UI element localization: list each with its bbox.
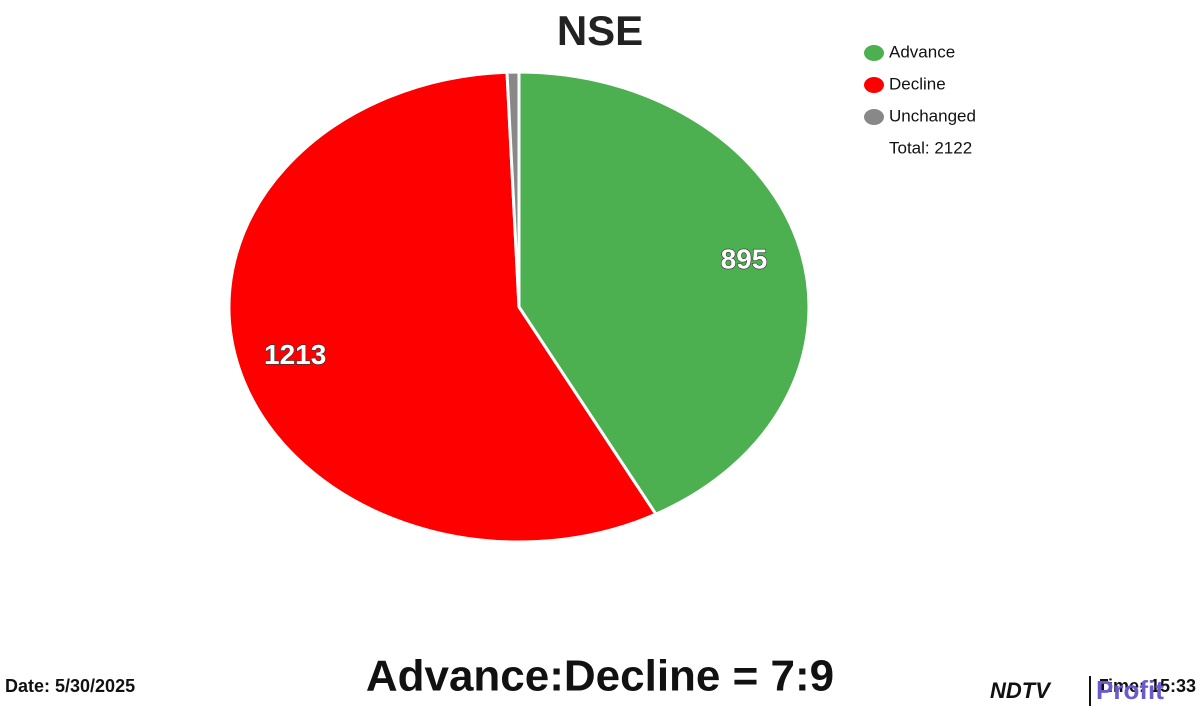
date-label: Date: 5/30/2025 bbox=[5, 676, 135, 696]
pie-slice bbox=[517, 70, 811, 517]
pie bbox=[227, 70, 811, 544]
legend-marker bbox=[864, 45, 884, 61]
ratio-label: Advance:Decline = 7:9 bbox=[366, 652, 834, 701]
pie-slice bbox=[505, 70, 521, 308]
legend: Advance Decline Unchanged bbox=[864, 42, 976, 125]
legend-total: Total: 2122 bbox=[889, 138, 972, 157]
data-label: 895 bbox=[721, 244, 768, 275]
logo-ndtv: NDTV bbox=[990, 678, 1052, 703]
chart-title: NSE bbox=[557, 7, 643, 54]
data-label: 1213 bbox=[264, 339, 326, 370]
legend-marker bbox=[864, 109, 884, 125]
legend-label: Unchanged bbox=[889, 106, 976, 125]
legend-label: Decline bbox=[889, 74, 946, 93]
pie-slice bbox=[227, 70, 659, 544]
legend-marker bbox=[864, 77, 884, 93]
time-label: Time: 15:33 bbox=[1097, 676, 1196, 696]
logo-profit: Profit bbox=[1096, 675, 1164, 705]
logo-backdrop bbox=[985, 672, 1100, 706]
legend-label: Advance bbox=[889, 42, 955, 61]
